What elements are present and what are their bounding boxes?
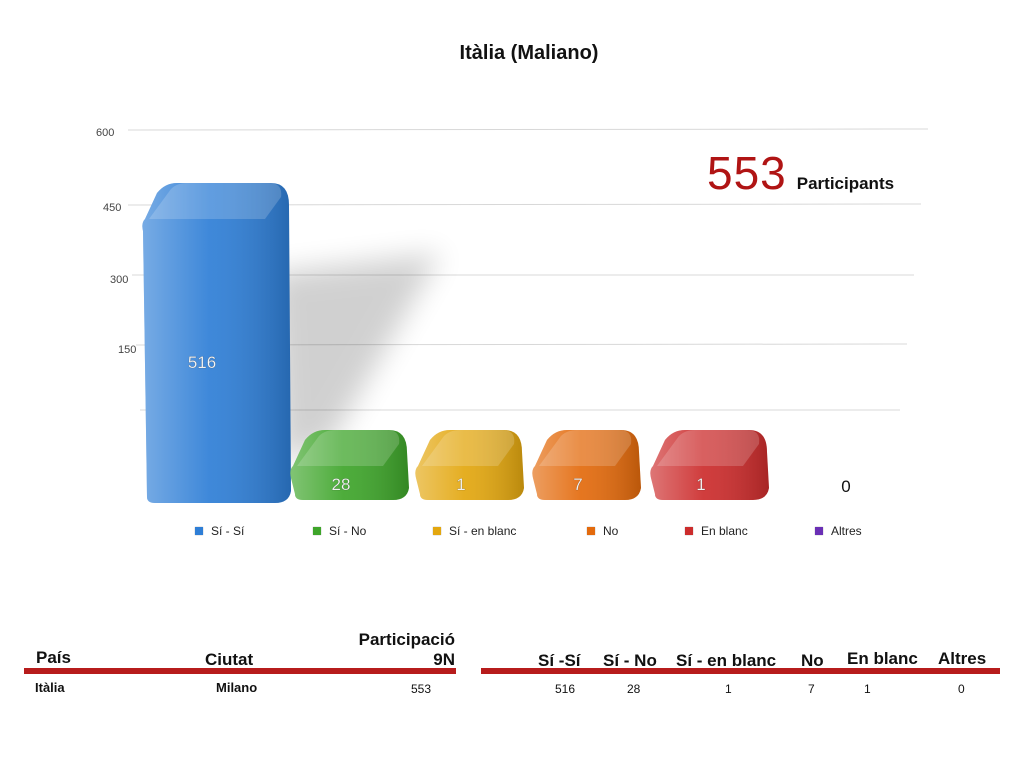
y-tick-label: 150	[118, 344, 136, 356]
header-si-no: Sí - No	[603, 651, 657, 670]
legend-label: Sí - Sí	[211, 524, 245, 538]
legend-swatch	[587, 527, 595, 535]
legend-item-altres: Altres	[815, 524, 862, 538]
legend-item-si-en-blanc: Sí - en blanc	[433, 524, 516, 538]
legend-label: Sí - en blanc	[449, 524, 517, 538]
bar-value-label: 516	[188, 353, 216, 372]
bar-chart: 150 300 450 600 516 28 1 7 1 0	[96, 127, 929, 503]
table-rule-right	[481, 668, 1000, 674]
header-participacio: Participació 9N	[352, 630, 455, 670]
bar-value-label: 28	[332, 475, 351, 494]
header-no: No	[801, 651, 824, 670]
legend-swatch	[433, 527, 441, 535]
chart-title: Itàlia (Maliano)	[459, 42, 599, 64]
cell-participacio: 553	[411, 682, 432, 696]
bar-si-si	[142, 183, 291, 503]
header-participacio-line2: 9N	[433, 650, 455, 669]
legend-swatch	[685, 527, 693, 535]
legend-item-en-blanc: En blanc	[685, 524, 748, 538]
bar-value-label: 1	[696, 475, 705, 494]
participants-label: Participants	[796, 174, 895, 193]
table-rule-left	[24, 668, 456, 674]
gridline	[127, 128, 929, 131]
header-si-si: Sí -Sí	[538, 651, 581, 670]
legend-swatch	[815, 527, 823, 535]
header-altres: Altres	[938, 649, 987, 668]
participants-count: 553	[707, 147, 787, 199]
legend-item-no: No	[587, 524, 618, 538]
bar-en-blanc	[650, 430, 769, 500]
legend-label: Altres	[831, 524, 862, 538]
bar-no	[532, 430, 641, 500]
bar-shadow	[271, 253, 441, 463]
cell-si-no: 28	[627, 682, 641, 696]
bar-si-en-blanc	[415, 430, 524, 500]
legend-label: No	[603, 524, 619, 538]
y-tick-label: 450	[103, 202, 121, 214]
cell-en-blanc: 1	[864, 682, 871, 696]
cell-pais: Itàlia	[35, 680, 65, 695]
cell-no: 7	[808, 682, 815, 696]
bar-value-label: 1	[456, 475, 465, 494]
header-en-blanc: En blanc	[847, 649, 918, 668]
bar-value-label: 7	[573, 475, 582, 494]
legend-label: Sí - No	[329, 524, 367, 538]
bar-value-label: 0	[841, 477, 850, 496]
header-ciutat: Ciutat	[205, 650, 254, 669]
cell-si-si: 516	[555, 682, 576, 696]
header-pais: País	[36, 648, 71, 667]
legend-item-si-no: Sí - No	[313, 524, 366, 538]
legend-item-si-si: Sí - Sí	[195, 524, 244, 538]
bar-si-no	[290, 430, 409, 500]
participants-summary: 553 Participants	[707, 146, 894, 200]
cell-altres: 0	[958, 682, 965, 696]
y-tick-label: 300	[110, 274, 128, 286]
legend-swatch	[313, 527, 321, 535]
cell-si-en-blanc: 1	[725, 682, 732, 696]
header-si-en-blanc: Sí - en blanc	[676, 651, 777, 670]
legend-swatch	[195, 527, 203, 535]
legend-label: En blanc	[701, 524, 748, 538]
y-tick-label: 600	[96, 127, 114, 139]
cell-ciutat: Milano	[216, 680, 258, 695]
header-participacio-line1: Participació	[358, 630, 455, 649]
